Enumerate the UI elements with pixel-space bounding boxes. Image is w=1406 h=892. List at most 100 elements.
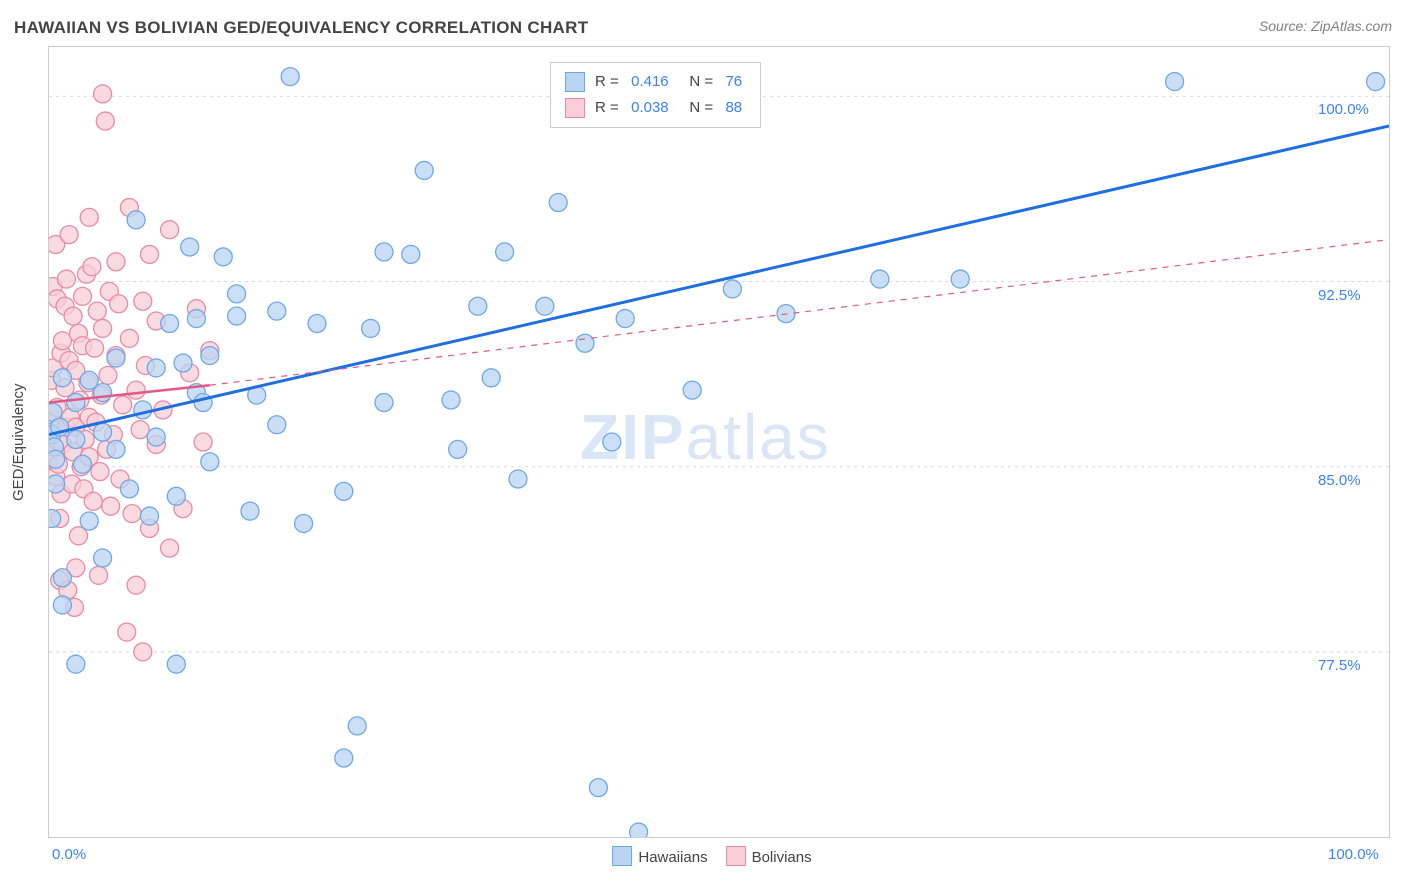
bolivians-point bbox=[161, 221, 179, 239]
hawaiians-point bbox=[187, 310, 205, 328]
hawaiians-point bbox=[723, 280, 741, 298]
y-tick-label: 85.0% bbox=[1318, 472, 1361, 489]
legend-swatch-icon bbox=[726, 846, 746, 866]
hawaiians-point bbox=[127, 211, 145, 229]
bolivians-point bbox=[74, 287, 92, 305]
hawaiians-point bbox=[335, 482, 353, 500]
hawaiians-point bbox=[268, 416, 286, 434]
hawaiians-point bbox=[603, 433, 621, 451]
hawaiians-point bbox=[335, 749, 353, 767]
hawaiians-point bbox=[67, 394, 85, 412]
bolivians-point bbox=[84, 492, 102, 510]
hawaiians-point bbox=[167, 655, 185, 673]
hawaiians-point bbox=[147, 428, 165, 446]
bolivians-point bbox=[110, 295, 128, 313]
legend-swatch-icon bbox=[565, 72, 585, 92]
hawaiians-point bbox=[683, 381, 701, 399]
hawaiians-point bbox=[362, 319, 380, 337]
legend-n-value: 88 bbox=[725, 95, 742, 121]
hawaiians-point bbox=[442, 391, 460, 409]
bolivians-point bbox=[123, 505, 141, 523]
hawaiians-point bbox=[951, 270, 969, 288]
hawaiians-point bbox=[576, 334, 594, 352]
hawaiians-point bbox=[67, 431, 85, 449]
chart-title: HAWAIIAN VS BOLIVIAN GED/EQUIVALENCY COR… bbox=[14, 18, 588, 38]
scatter-plot bbox=[48, 46, 1390, 838]
hawaiians-point bbox=[201, 347, 219, 365]
hawaiians-point bbox=[589, 779, 607, 797]
legend-series-label: Bolivians bbox=[752, 849, 812, 866]
hawaiians-point bbox=[536, 297, 554, 315]
hawaiians-point bbox=[48, 510, 61, 528]
hawaiians-point bbox=[107, 349, 125, 367]
hawaiians-point bbox=[120, 480, 138, 498]
y-tick-label: 92.5% bbox=[1318, 287, 1361, 304]
hawaiians-point bbox=[161, 315, 179, 333]
legend-series-label: Hawaiians bbox=[638, 849, 707, 866]
bolivians-point bbox=[134, 643, 152, 661]
hawaiians-point bbox=[281, 68, 299, 86]
legend-row-bolivians: R = 0.038 N = 88 bbox=[565, 95, 746, 121]
legend-n-label: N = bbox=[673, 69, 722, 95]
hawaiians-point bbox=[1367, 73, 1385, 91]
hawaiians-point bbox=[509, 470, 527, 488]
hawaiians-point bbox=[53, 569, 71, 587]
hawaiians-point bbox=[74, 455, 92, 473]
bolivians-point bbox=[83, 258, 101, 276]
hawaiians-point bbox=[53, 596, 71, 614]
hawaiians-point bbox=[630, 823, 648, 838]
hawaiians-point bbox=[482, 369, 500, 387]
hawaiians-point bbox=[80, 512, 98, 530]
hawaiians-point bbox=[53, 369, 71, 387]
bolivians-point bbox=[57, 270, 75, 288]
legend-swatch-icon bbox=[612, 846, 632, 866]
hawaiians-point bbox=[871, 270, 889, 288]
bolivians-point bbox=[94, 319, 112, 337]
legend-r-label: R = bbox=[595, 69, 627, 95]
hawaiians-point bbox=[241, 502, 259, 520]
hawaiians-trendline bbox=[49, 126, 1389, 435]
hawaiians-point bbox=[228, 285, 246, 303]
bolivians-point bbox=[94, 85, 112, 103]
hawaiians-point bbox=[167, 487, 185, 505]
bolivians-point bbox=[114, 396, 132, 414]
bolivians-point bbox=[80, 208, 98, 226]
hawaiians-point bbox=[375, 243, 393, 261]
y-tick-label: 77.5% bbox=[1318, 657, 1361, 674]
hawaiians-point bbox=[181, 238, 199, 256]
hawaiians-point bbox=[134, 401, 152, 419]
bolivians-point bbox=[60, 226, 78, 244]
legend-row-hawaiians: R = 0.416 N = 76 bbox=[565, 69, 746, 95]
bolivians-point bbox=[102, 497, 120, 515]
series-legend: Hawaiians Bolivians bbox=[0, 846, 1406, 866]
hawaiians-point bbox=[94, 549, 112, 567]
bolivians-point bbox=[107, 253, 125, 271]
hawaiians-point bbox=[415, 161, 433, 179]
hawaiians-point bbox=[107, 440, 125, 458]
bolivians-point bbox=[127, 576, 145, 594]
bolivians-point bbox=[99, 366, 117, 384]
source-attribution: Source: ZipAtlas.com bbox=[1259, 18, 1392, 34]
bolivians-point bbox=[127, 381, 145, 399]
hawaiians-point bbox=[268, 302, 286, 320]
hawaiians-point bbox=[147, 359, 165, 377]
hawaiians-point bbox=[496, 243, 514, 261]
chart-container: HAWAIIAN VS BOLIVIAN GED/EQUIVALENCY COR… bbox=[0, 0, 1406, 892]
hawaiians-point bbox=[402, 245, 420, 263]
x-axis-min-label: 0.0% bbox=[52, 846, 86, 863]
hawaiians-point bbox=[214, 248, 232, 266]
hawaiians-point bbox=[348, 717, 366, 735]
y-axis-label: GED/Equivalency bbox=[10, 383, 27, 501]
hawaiians-point bbox=[616, 310, 634, 328]
bolivians-point bbox=[90, 566, 108, 584]
bolivians-point bbox=[64, 307, 82, 325]
bolivians-point bbox=[134, 292, 152, 310]
hawaiians-point bbox=[48, 450, 65, 468]
hawaiians-point bbox=[174, 354, 192, 372]
bolivians-point bbox=[86, 339, 104, 357]
hawaiians-point bbox=[549, 194, 567, 212]
hawaiians-point bbox=[94, 384, 112, 402]
bolivians-point bbox=[96, 112, 114, 130]
legend-swatch-icon bbox=[565, 98, 585, 118]
bolivians-point bbox=[194, 433, 212, 451]
